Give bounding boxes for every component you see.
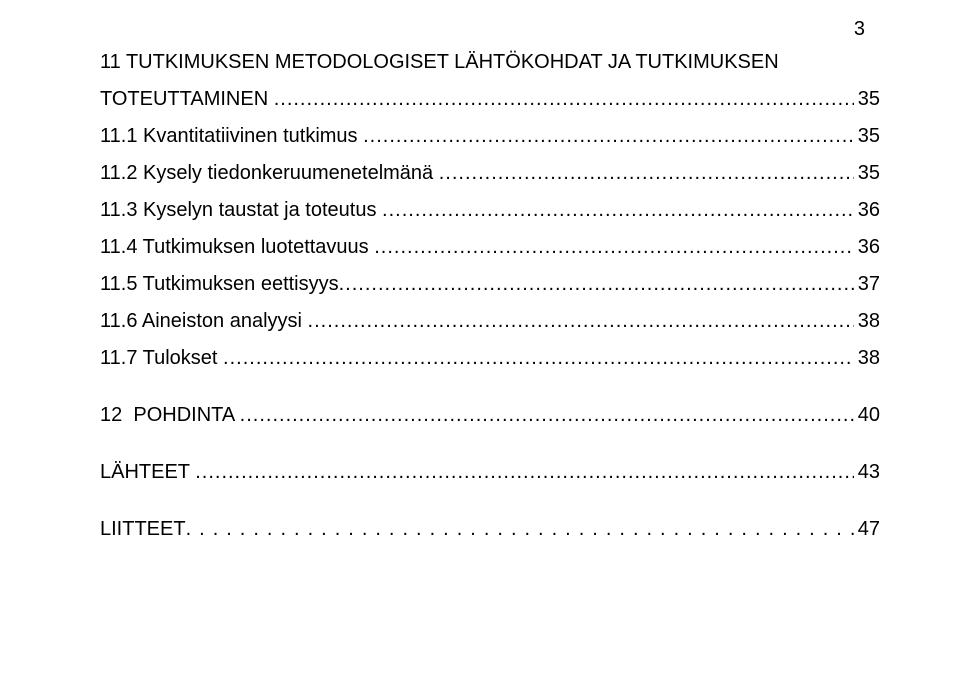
toc-sub-entry: 11.1 Kvantitatiivinen tutkimus .........… — [100, 122, 880, 151]
toc-sub-entry: 11.6 Aineiston analyysi ................… — [100, 307, 880, 336]
toc-heading-line1: 11 TUTKIMUKSEN METODOLOGISET LÄHTÖKOHDAT… — [100, 48, 880, 77]
toc-sub-entry: 11.7 Tulokset ..........................… — [100, 344, 880, 373]
toc-page-ref: 47 — [854, 515, 880, 544]
toc-label: TOTEUTTAMINEN — [100, 85, 274, 114]
toc-label: 11.5 Tutkimuksen eettisyys — [100, 270, 339, 299]
toc-label: 11.6 Aineiston analyysi — [100, 307, 308, 336]
toc-label: 11.3 Kyselyn taustat ja toteutus — [100, 196, 382, 225]
toc-leader: ........................................… — [439, 159, 854, 188]
toc-leader: ........................................… — [339, 270, 854, 299]
toc-sub-entry: 11.3 Kyselyn taustat ja toteutus .......… — [100, 196, 880, 225]
toc-page-ref: 43 — [854, 458, 880, 487]
toc-leader: ........................................… — [240, 401, 854, 430]
toc-leader: ........................................… — [382, 196, 854, 225]
toc-leader: ........................................… — [374, 233, 854, 262]
toc-page-ref: 36 — [854, 196, 880, 225]
toc-sub-entry: 11.2 Kysely tiedonkeruumenetelmänä .....… — [100, 159, 880, 188]
toc-page-ref: 35 — [854, 122, 880, 151]
toc-sub-entry: 11.4 Tutkimuksen luotettavuus ..........… — [100, 233, 880, 262]
toc-label: 12 POHDINTA — [100, 401, 240, 430]
toc-label: 11.1 Kvantitatiivinen tutkimus — [100, 122, 363, 151]
document-page: 3 11 TUTKIMUKSEN METODOLOGISET LÄHTÖKOHD… — [0, 0, 960, 675]
toc-page-ref: 37 — [854, 270, 880, 299]
toc-label: 11 TUTKIMUKSEN METODOLOGISET LÄHTÖKOHDAT… — [100, 48, 779, 77]
toc-leader: ........................................… — [363, 122, 854, 151]
toc-leader: ........................................… — [274, 85, 854, 114]
toc-leader: ........................................… — [186, 515, 854, 544]
toc-page-ref: 35 — [854, 85, 880, 114]
toc-top-entry: LIITTEET ...............................… — [100, 515, 880, 544]
toc-page-ref: 38 — [854, 307, 880, 336]
toc-page-ref: 38 — [854, 344, 880, 373]
toc-leader: ........................................… — [195, 458, 854, 487]
toc-label: 11.4 Tutkimuksen luotettavuus — [100, 233, 374, 262]
toc-label: 11.2 Kysely tiedonkeruumenetelmänä — [100, 159, 439, 188]
toc-leader: ........................................… — [308, 307, 854, 336]
toc-page-ref: 35 — [854, 159, 880, 188]
toc-top-entry: 12 POHDINTA ............................… — [100, 401, 880, 430]
toc-heading-line2: TOTEUTTAMINEN ..........................… — [100, 85, 880, 114]
toc-page-ref: 40 — [854, 401, 880, 430]
toc-top-entry: LÄHTEET ................................… — [100, 458, 880, 487]
toc-leader: ........................................… — [223, 344, 854, 373]
page-number: 3 — [854, 18, 865, 41]
toc-page-ref: 36 — [854, 233, 880, 262]
toc-label: LIITTEET — [100, 515, 186, 544]
toc-label: LÄHTEET — [100, 458, 195, 487]
toc-label: 11.7 Tulokset — [100, 344, 223, 373]
toc-sub-entry: 11.5 Tutkimuksen eettisyys .............… — [100, 270, 880, 299]
